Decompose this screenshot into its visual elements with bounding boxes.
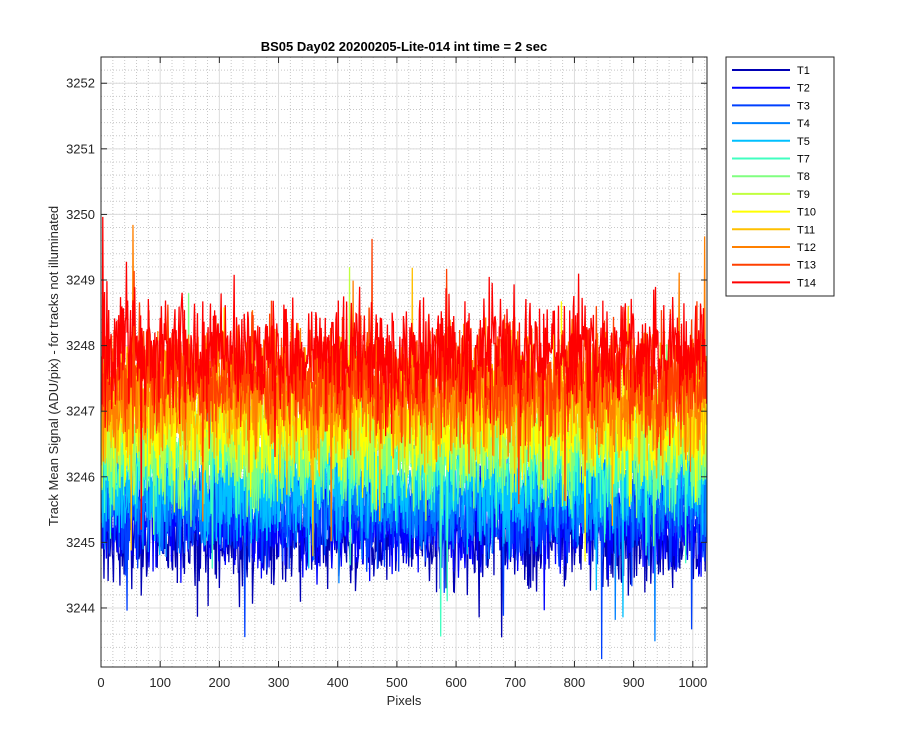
legend-label-t9: T9	[797, 189, 810, 201]
y-tick-label: 3245	[66, 535, 95, 550]
x-tick-label: 400	[327, 675, 349, 690]
x-axis-label: Pixels	[387, 693, 422, 708]
x-tick-label: 800	[564, 675, 586, 690]
y-tick-label: 3249	[66, 273, 95, 288]
x-ticks: 0 100 200 300 400 500 600 700 800 900 1000	[97, 57, 707, 690]
legend-label-t4: T4	[797, 118, 810, 130]
x-tick-label: 100	[149, 675, 171, 690]
legend-label-t12: T12	[797, 242, 816, 254]
x-tick-label: 900	[623, 675, 645, 690]
x-tick-label: 200	[209, 675, 231, 690]
axes-box	[100, 56, 708, 668]
x-tick-label: 1000	[678, 675, 707, 690]
legend-label-t2: T2	[797, 83, 810, 95]
y-tick-label: 3246	[66, 469, 95, 484]
y-tick-label: 3250	[66, 207, 95, 222]
legend-label-t14: T14	[797, 277, 816, 289]
y-axis-label: Track Mean Signal (ADU/pix) - for tracks…	[46, 206, 61, 526]
series-layer	[101, 216, 707, 660]
y-tick-label: 3247	[66, 404, 95, 419]
x-tick-label: 300	[268, 675, 290, 690]
chart-title: BS05 Day02 20200205-Lite-014 int time = …	[261, 39, 548, 54]
y-ticks: 3244 3245 3246 3247 3248 3249 3250 3251 3252	[66, 76, 707, 615]
legend-label-t1: T1	[797, 65, 810, 77]
series-line-t14	[101, 216, 707, 530]
y-tick-label: 3252	[66, 76, 95, 91]
y-tick-label: 3251	[66, 141, 95, 156]
y-tick-label: 3244	[66, 600, 95, 615]
x-tick-label: 700	[504, 675, 526, 690]
series-line-t13	[101, 238, 707, 505]
legend-label-t7: T7	[797, 154, 810, 166]
legend-label-t10: T10	[797, 207, 816, 219]
legend-label-t5: T5	[797, 136, 810, 148]
x-tick-label: 0	[97, 675, 104, 690]
x-tick-label: 600	[445, 675, 467, 690]
x-tick-label: 500	[386, 675, 408, 690]
legend: T1 T2 T3 T4 T5 T7 T8 T9 T10 T11 T12 T13 T14	[732, 65, 816, 289]
legend-label-t8: T8	[797, 171, 810, 183]
legend-label-t3: T3	[797, 100, 810, 112]
y-tick-label: 3248	[66, 338, 95, 353]
legend-label-t11: T11	[797, 224, 815, 236]
legend-label-t13: T13	[797, 260, 816, 272]
